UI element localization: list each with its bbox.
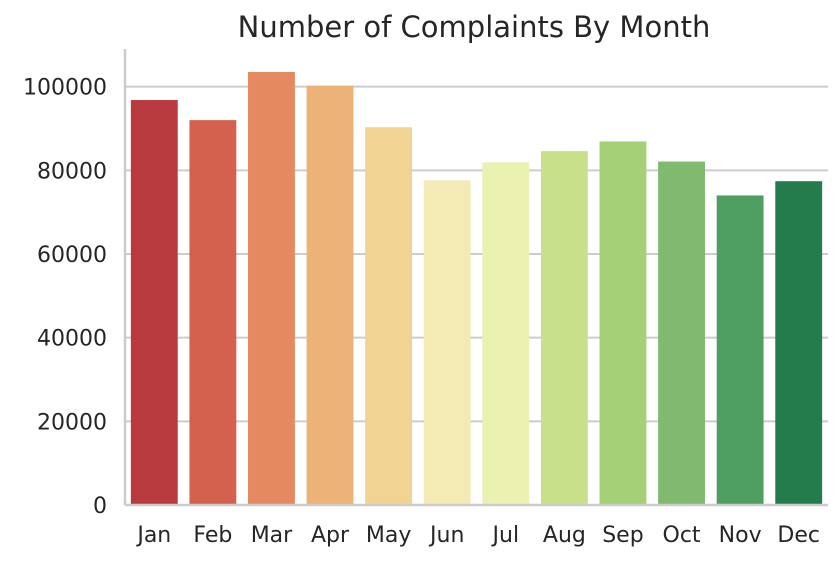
x-tick-label: Feb (193, 523, 232, 548)
bar-jan (130, 100, 178, 506)
bar-jul (482, 162, 530, 505)
y-tick-label: 60000 (37, 243, 107, 268)
x-tick-label: Jul (491, 523, 520, 548)
bar-mar (248, 72, 295, 506)
bar-may (365, 127, 413, 505)
x-tick-label: Nov (719, 523, 762, 548)
y-tick-label: 40000 (37, 327, 107, 352)
x-tick-labels: Jan Feb Mar Apr May Jun Jul Aug Sep Oct Nov Dec (135, 523, 820, 548)
chart-title: Number of Complaints By Month (238, 10, 711, 44)
x-tick-label: Jan (135, 523, 171, 548)
y-tick-label: 80000 (37, 159, 107, 184)
x-tick-label: Apr (311, 523, 350, 548)
y-tick-label: 20000 (37, 410, 107, 435)
bar-oct (658, 161, 705, 506)
y-tick-label: 0 (93, 494, 107, 519)
bar-apr (306, 85, 354, 505)
x-tick-label: Oct (663, 523, 701, 548)
x-tick-label: Jun (428, 523, 464, 548)
bars (130, 72, 823, 506)
x-tick-label: May (366, 523, 411, 548)
x-tick-label: Dec (777, 523, 820, 548)
y-tick-labels: 0 20000 40000 60000 80000 100000 (23, 76, 107, 519)
axes (123, 49, 828, 507)
bar-feb (189, 120, 237, 505)
bar-nov (716, 195, 764, 506)
x-tick-label: Sep (602, 523, 643, 548)
bar-sep (599, 141, 647, 505)
x-tick-label: Mar (251, 523, 293, 548)
x-tick-label: Aug (543, 523, 586, 548)
bar-aug (540, 151, 588, 505)
bar-jun (423, 180, 471, 506)
bar-dec (775, 181, 823, 505)
y-tick-label: 100000 (23, 76, 107, 101)
gridlines (125, 85, 828, 423)
